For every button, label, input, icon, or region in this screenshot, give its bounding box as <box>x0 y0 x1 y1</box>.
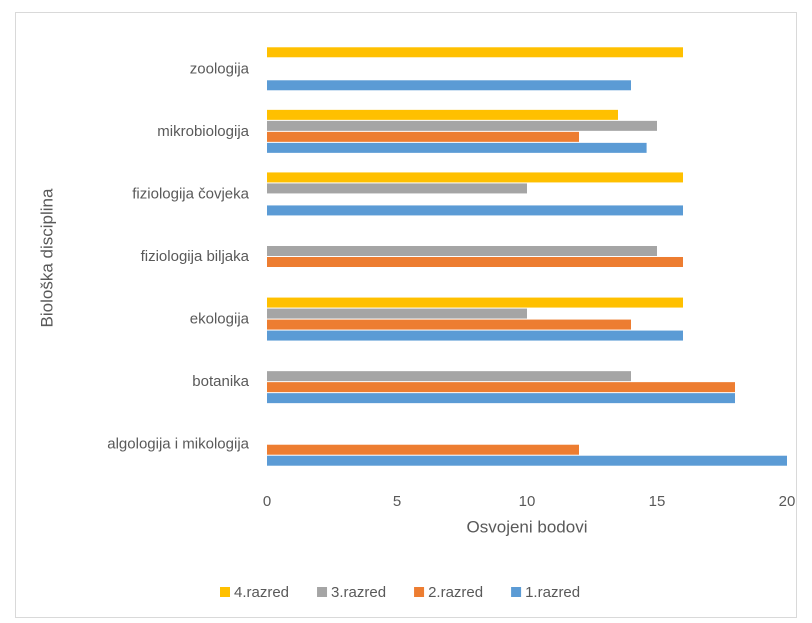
bar <box>267 246 657 256</box>
legend-label: 1.razred <box>525 584 580 601</box>
bar <box>267 382 735 393</box>
legend-label: 3.razred <box>331 584 386 601</box>
bar <box>267 319 631 330</box>
legend-marker <box>317 587 328 597</box>
y-tick-label: algologija i mikologija <box>107 436 249 453</box>
x-tick-label: 0 <box>263 493 271 510</box>
bar <box>267 172 683 183</box>
legend-marker <box>414 587 425 597</box>
y-tick-label: fiziologija čovjeka <box>132 185 249 202</box>
y-tick-label: ekologija <box>190 311 250 328</box>
bar <box>267 297 683 308</box>
bar <box>267 183 527 194</box>
x-tick-label: 15 <box>649 493 666 510</box>
bar <box>267 120 657 131</box>
bar <box>267 371 631 382</box>
bar <box>267 393 735 404</box>
y-tick-label: botanika <box>192 373 249 390</box>
bar <box>267 205 683 216</box>
x-tick-label: 20 <box>779 493 796 510</box>
bar <box>267 257 683 267</box>
y-tick-label: fiziologija biljaka <box>141 248 250 265</box>
bar <box>267 47 683 58</box>
legend-label: 2.razred <box>428 584 483 601</box>
y-tick-label: mikrobiologija <box>157 123 249 140</box>
bar <box>267 142 647 153</box>
bar <box>267 80 631 91</box>
x-axis-title: Osvojeni bodovi <box>467 517 588 536</box>
bar <box>267 109 618 120</box>
y-tick-label: zoologija <box>190 60 250 77</box>
bar <box>267 308 527 319</box>
x-tick-label: 5 <box>393 493 401 510</box>
bar <box>267 131 579 142</box>
x-tick-label: 10 <box>519 493 536 510</box>
legend-marker <box>511 587 522 597</box>
bar <box>267 455 787 466</box>
legend-marker <box>220 587 230 597</box>
legend-label: 4.razred <box>234 584 289 601</box>
bar <box>267 330 683 341</box>
y-axis-title: Biološka disciplina <box>37 188 56 327</box>
bar <box>267 444 579 455</box>
